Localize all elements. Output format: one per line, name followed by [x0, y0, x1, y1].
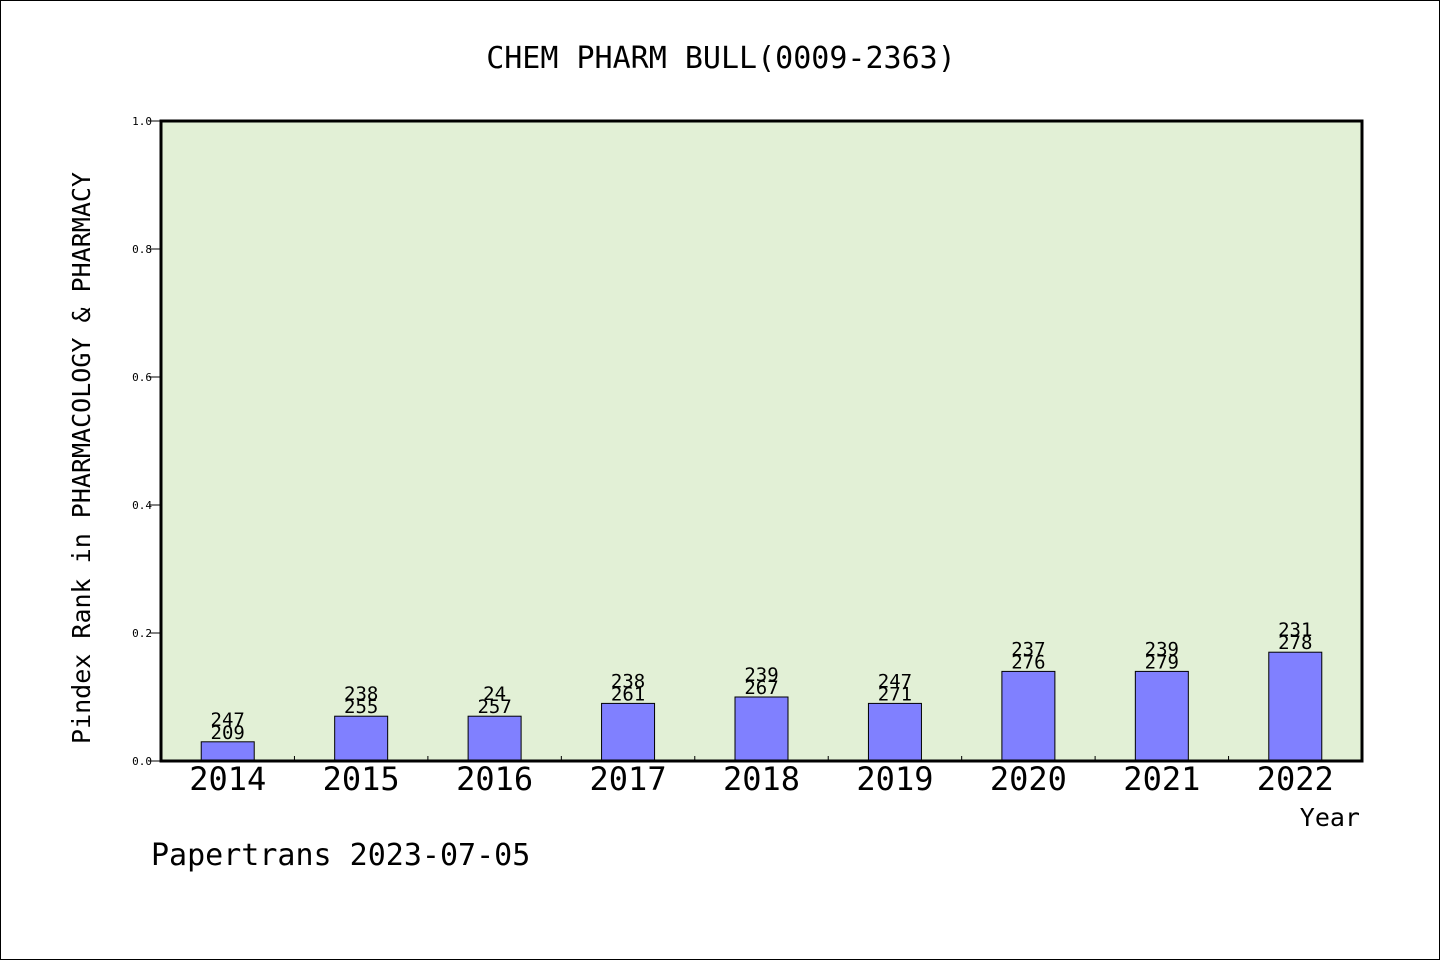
bar-label-top: 231: [1278, 619, 1312, 641]
bar-label-top: 239: [1145, 638, 1179, 660]
bar-2020: [1001, 670, 1056, 762]
bar-label-bottom: 209: [211, 722, 245, 744]
bar-label-top: 247: [878, 670, 912, 692]
footer-credit: Papertrans 2023-07-05: [151, 838, 530, 873]
bar-label-bottom: 278: [1278, 632, 1312, 654]
bar-2022: [1268, 651, 1323, 762]
x-axis-label: Year: [1300, 803, 1360, 832]
bar-label-bottom: 261: [611, 683, 645, 705]
plot-area: [161, 121, 1362, 761]
bar-2019: [867, 702, 922, 762]
x-tick-label: 2014: [189, 760, 266, 798]
bar-2016: [467, 715, 522, 762]
ticks-layer: 0.0 0.2 0.4 0.6 0.8 1.0 2014 2015 2016 2017 2018 20…: [132, 115, 1334, 798]
x-tick-label: 2018: [723, 760, 800, 798]
bar-2015: [334, 715, 389, 762]
y-tick-label: 0.8: [132, 243, 152, 256]
x-tick-label: 2015: [323, 760, 400, 798]
bar-2014: [200, 741, 255, 762]
bar-label-top: 238: [344, 683, 378, 705]
bar-label-bottom: 267: [744, 677, 778, 699]
plot-border: [159, 119, 1364, 763]
bar-label-top: 247: [211, 709, 245, 731]
x-tick-label: 2016: [456, 760, 533, 798]
bar-label-bottom: 257: [477, 696, 511, 718]
y-tick-label: 1.0: [132, 115, 152, 128]
y-tick-label: 0.0: [132, 755, 152, 768]
bar-label-top: 24: [483, 683, 506, 705]
x-tick-label: 2017: [590, 760, 667, 798]
bar-label-bottom: 279: [1145, 651, 1179, 673]
chart-title: CHEM PHARM BULL(0009-2363): [486, 41, 956, 76]
y-tick-label: 0.6: [132, 371, 152, 384]
bar-2018: [734, 696, 789, 762]
x-tick-label: 2019: [856, 760, 933, 798]
bar-label-bottom: 255: [344, 696, 378, 718]
bar-label-bottom: 271: [878, 683, 912, 705]
y-tick-label: 0.4: [132, 499, 152, 512]
x-tick-label: 2022: [1257, 760, 1334, 798]
y-axis-label: Pindex Rank in PHARMACOLOGY & PHARMACY: [67, 172, 96, 744]
bar-label-top: 239: [744, 664, 778, 686]
x-tick-label: 2021: [1123, 760, 1200, 798]
y-tick-label: 0.2: [132, 627, 152, 640]
bar-2017: [601, 702, 656, 762]
bar-2021: [1134, 670, 1189, 762]
bar-label-bottom: 276: [1011, 651, 1045, 673]
bar-label-top: 237: [1011, 638, 1045, 660]
bar-label-top: 238: [611, 670, 645, 692]
x-tick-label: 2020: [990, 760, 1067, 798]
